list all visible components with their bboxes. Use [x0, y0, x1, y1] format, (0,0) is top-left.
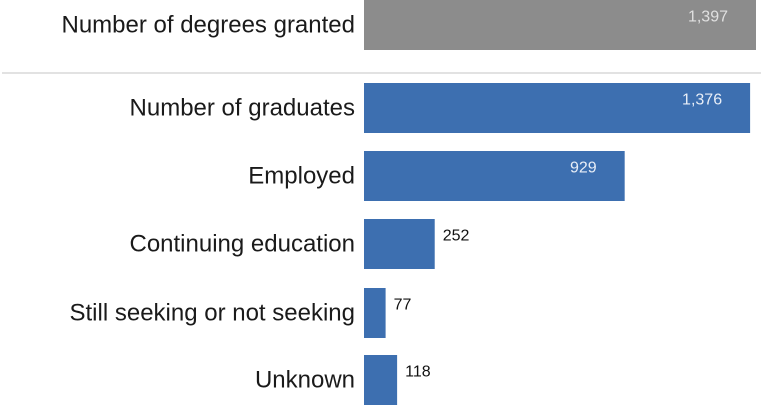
category-label-number-of-degrees-granted: Number of degrees granted: [61, 12, 355, 39]
category-label-unknown: Unknown: [255, 367, 355, 394]
bar-unknown: [364, 355, 398, 405]
value-label-unknown: 118: [405, 364, 431, 381]
bar-still-seeking-or-not-seeking: [364, 288, 386, 338]
bars-group: Number of degrees granted 1,397 Number of …: [61, 0, 756, 405]
value-label-number-of-degrees-granted: 1,397: [688, 9, 728, 26]
value-label-number-of-graduates: 1,376: [682, 92, 722, 109]
category-label-employed: Employed: [248, 163, 355, 190]
bar-continuing-education: [364, 219, 435, 269]
bar-number-of-graduates: [364, 83, 751, 133]
value-label-continuing-education: 252: [443, 228, 470, 245]
category-label-still-seeking-or-not-seeking: Still seeking or not seeking: [70, 300, 356, 327]
category-label-number-of-graduates: Number of graduates: [130, 95, 355, 122]
category-label-continuing-education: Continuing education: [129, 231, 355, 258]
value-label-still-seeking-or-not-seeking: 77: [394, 297, 412, 314]
bar-employed: [364, 151, 625, 201]
value-label-employed: 929: [570, 160, 597, 177]
bar-number-of-degrees-granted: [364, 0, 756, 50]
